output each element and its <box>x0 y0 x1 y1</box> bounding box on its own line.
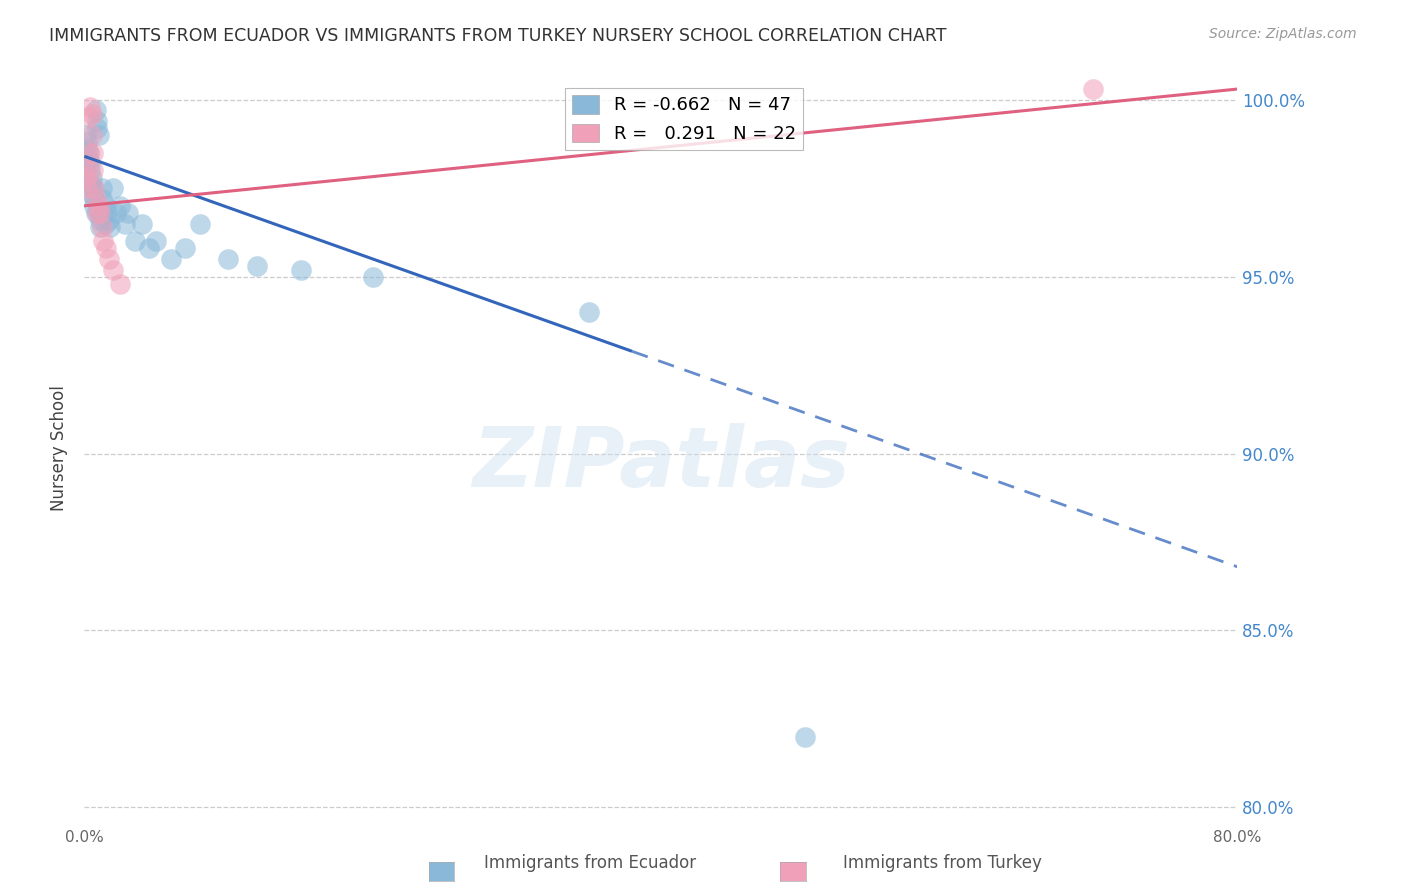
Point <box>138 241 160 255</box>
Point <box>77 153 100 167</box>
Point <box>79 163 101 178</box>
Point <box>98 220 121 235</box>
Point <box>83 199 105 213</box>
Point <box>290 262 312 277</box>
Point <box>246 259 269 273</box>
Point <box>86 120 108 135</box>
Point <box>82 145 104 160</box>
Point <box>87 206 110 220</box>
Text: IMMIGRANTS FROM ECUADOR VS IMMIGRANTS FROM TURKEY NURSERY SCHOOL CORRELATION CHA: IMMIGRANTS FROM ECUADOR VS IMMIGRANTS FR… <box>49 27 946 45</box>
Point <box>87 199 110 213</box>
Legend: R = -0.662   N = 47, R =   0.291   N = 22: R = -0.662 N = 47, R = 0.291 N = 22 <box>565 88 803 150</box>
Point <box>91 234 114 248</box>
Point <box>103 262 124 277</box>
Point <box>86 206 108 220</box>
Point <box>90 181 112 195</box>
Point <box>117 206 139 220</box>
Point <box>89 206 111 220</box>
Text: ZIPatlas: ZIPatlas <box>472 423 849 504</box>
Point <box>80 128 103 142</box>
Point <box>77 145 100 160</box>
Point <box>174 241 197 255</box>
Point <box>80 170 103 185</box>
Point <box>114 217 136 231</box>
Point <box>76 142 98 156</box>
Point <box>93 217 115 231</box>
Point <box>90 220 112 235</box>
Point <box>97 252 120 266</box>
Point <box>87 128 110 142</box>
Point <box>76 135 98 149</box>
Point <box>110 277 132 291</box>
Point <box>76 163 98 178</box>
Point <box>84 103 107 118</box>
Point <box>80 107 103 121</box>
Point <box>83 181 105 195</box>
Point <box>80 178 103 192</box>
Point <box>105 206 128 220</box>
Point <box>103 181 124 195</box>
Point <box>91 206 114 220</box>
Y-axis label: Nursery School: Nursery School <box>51 385 69 511</box>
Point <box>75 170 97 185</box>
Point <box>794 730 817 744</box>
Point <box>77 145 100 160</box>
Point <box>86 114 108 128</box>
Point <box>82 188 104 202</box>
Point <box>1083 82 1105 96</box>
Point <box>124 234 146 248</box>
Point <box>75 128 97 142</box>
Text: Immigrants from Ecuador: Immigrants from Ecuador <box>485 855 696 872</box>
Point <box>361 269 384 284</box>
Text: Immigrants from Turkey: Immigrants from Turkey <box>842 855 1042 872</box>
Point <box>89 220 111 235</box>
Point <box>82 181 104 195</box>
Point <box>77 111 100 125</box>
Point <box>82 163 104 178</box>
Point <box>578 305 600 319</box>
Point <box>83 192 105 206</box>
Point <box>79 100 101 114</box>
Point <box>145 234 167 248</box>
Point <box>160 252 183 266</box>
Point <box>97 213 120 227</box>
Point <box>94 199 117 213</box>
Point <box>79 156 101 170</box>
Point <box>94 241 117 255</box>
Point <box>84 192 107 206</box>
Point <box>188 217 211 231</box>
Text: Source: ZipAtlas.com: Source: ZipAtlas.com <box>1209 27 1357 41</box>
Point <box>218 252 240 266</box>
Point <box>110 199 132 213</box>
Point <box>90 192 112 206</box>
Point <box>131 217 153 231</box>
Point <box>84 206 107 220</box>
Point <box>96 206 118 220</box>
Point <box>76 181 98 195</box>
Point <box>89 213 111 227</box>
